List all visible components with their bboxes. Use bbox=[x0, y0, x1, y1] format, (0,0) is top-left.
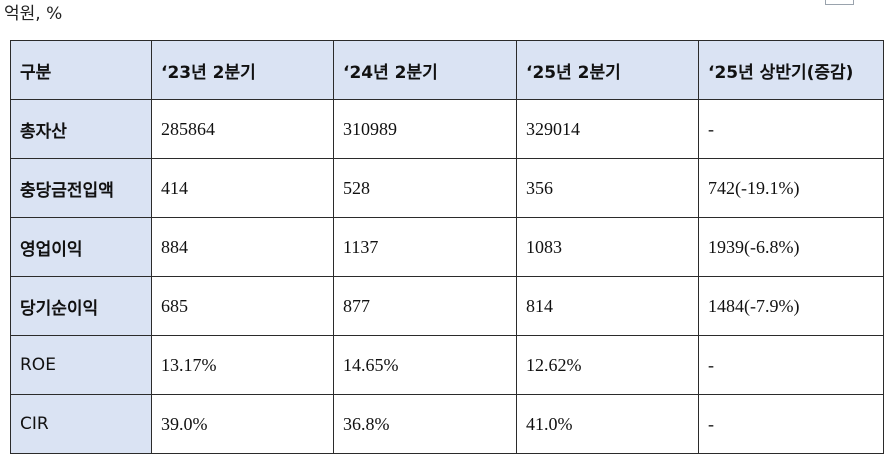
table-row: 총자산 285864 310989 329014 - bbox=[10, 99, 884, 159]
table-row: 영업이익 884 1137 1083 1939(-6.8%) bbox=[10, 217, 884, 277]
table-cell: 884 bbox=[151, 217, 334, 277]
header-q2-2024: ‘24년 2분기 bbox=[333, 40, 517, 100]
header-q2-2023: ‘23년 2분기 bbox=[151, 40, 334, 100]
table-cell: 41.0% bbox=[516, 394, 699, 454]
row-label: 당기순이익 bbox=[10, 276, 152, 336]
table-cell: 414 bbox=[151, 158, 334, 218]
row-label: 영업이익 bbox=[10, 217, 152, 277]
table-cell: 285864 bbox=[151, 99, 334, 159]
table-cell: 528 bbox=[333, 158, 517, 218]
table-row: CIR 39.0% 36.8% 41.0% - bbox=[10, 394, 884, 454]
table-cell: - bbox=[698, 99, 884, 159]
table-cell: 814 bbox=[516, 276, 699, 336]
table-cell: 1083 bbox=[516, 217, 699, 277]
table-cell: 13.17% bbox=[151, 335, 334, 395]
table-cell: 685 bbox=[151, 276, 334, 336]
header-q2-2025: ‘25년 2분기 bbox=[516, 40, 699, 100]
table-cell: 877 bbox=[333, 276, 517, 336]
row-label: CIR bbox=[10, 394, 152, 454]
table-cell: 39.0% bbox=[151, 394, 334, 454]
table-row: ROE 13.17% 14.65% 12.62% - bbox=[10, 335, 884, 395]
table-cell: 329014 bbox=[516, 99, 699, 159]
table-cell: 1137 bbox=[333, 217, 517, 277]
table-cell: 1939(-6.8%) bbox=[698, 217, 884, 277]
table-cell: 14.65% bbox=[333, 335, 517, 395]
financial-summary-table: 구분 ‘23년 2분기 ‘24년 2분기 ‘25년 2분기 ‘25년 상반기(증… bbox=[10, 40, 884, 454]
row-label: 충당금전입액 bbox=[10, 158, 152, 218]
header-h1-2025-change: ‘25년 상반기(증감) bbox=[698, 40, 884, 100]
table-cell: - bbox=[698, 394, 884, 454]
table-cell: 310989 bbox=[333, 99, 517, 159]
table-row: 당기순이익 685 877 814 1484(-7.9%) bbox=[10, 276, 884, 336]
table-cell: - bbox=[698, 335, 884, 395]
unit-caption: 억원, % bbox=[4, 4, 63, 24]
table-cell: 12.62% bbox=[516, 335, 699, 395]
window-edge-decoration bbox=[825, 0, 854, 5]
table-cell: 356 bbox=[516, 158, 699, 218]
table-cell: 742(-19.1%) bbox=[698, 158, 884, 218]
row-label: ROE bbox=[10, 335, 152, 395]
table-cell: 1484(-7.9%) bbox=[698, 276, 884, 336]
table-cell: 36.8% bbox=[333, 394, 517, 454]
table-header-row: 구분 ‘23년 2분기 ‘24년 2분기 ‘25년 2분기 ‘25년 상반기(증… bbox=[10, 40, 884, 100]
table-row: 충당금전입액 414 528 356 742(-19.1%) bbox=[10, 158, 884, 218]
row-label: 총자산 bbox=[10, 99, 152, 159]
header-category: 구분 bbox=[10, 40, 152, 100]
